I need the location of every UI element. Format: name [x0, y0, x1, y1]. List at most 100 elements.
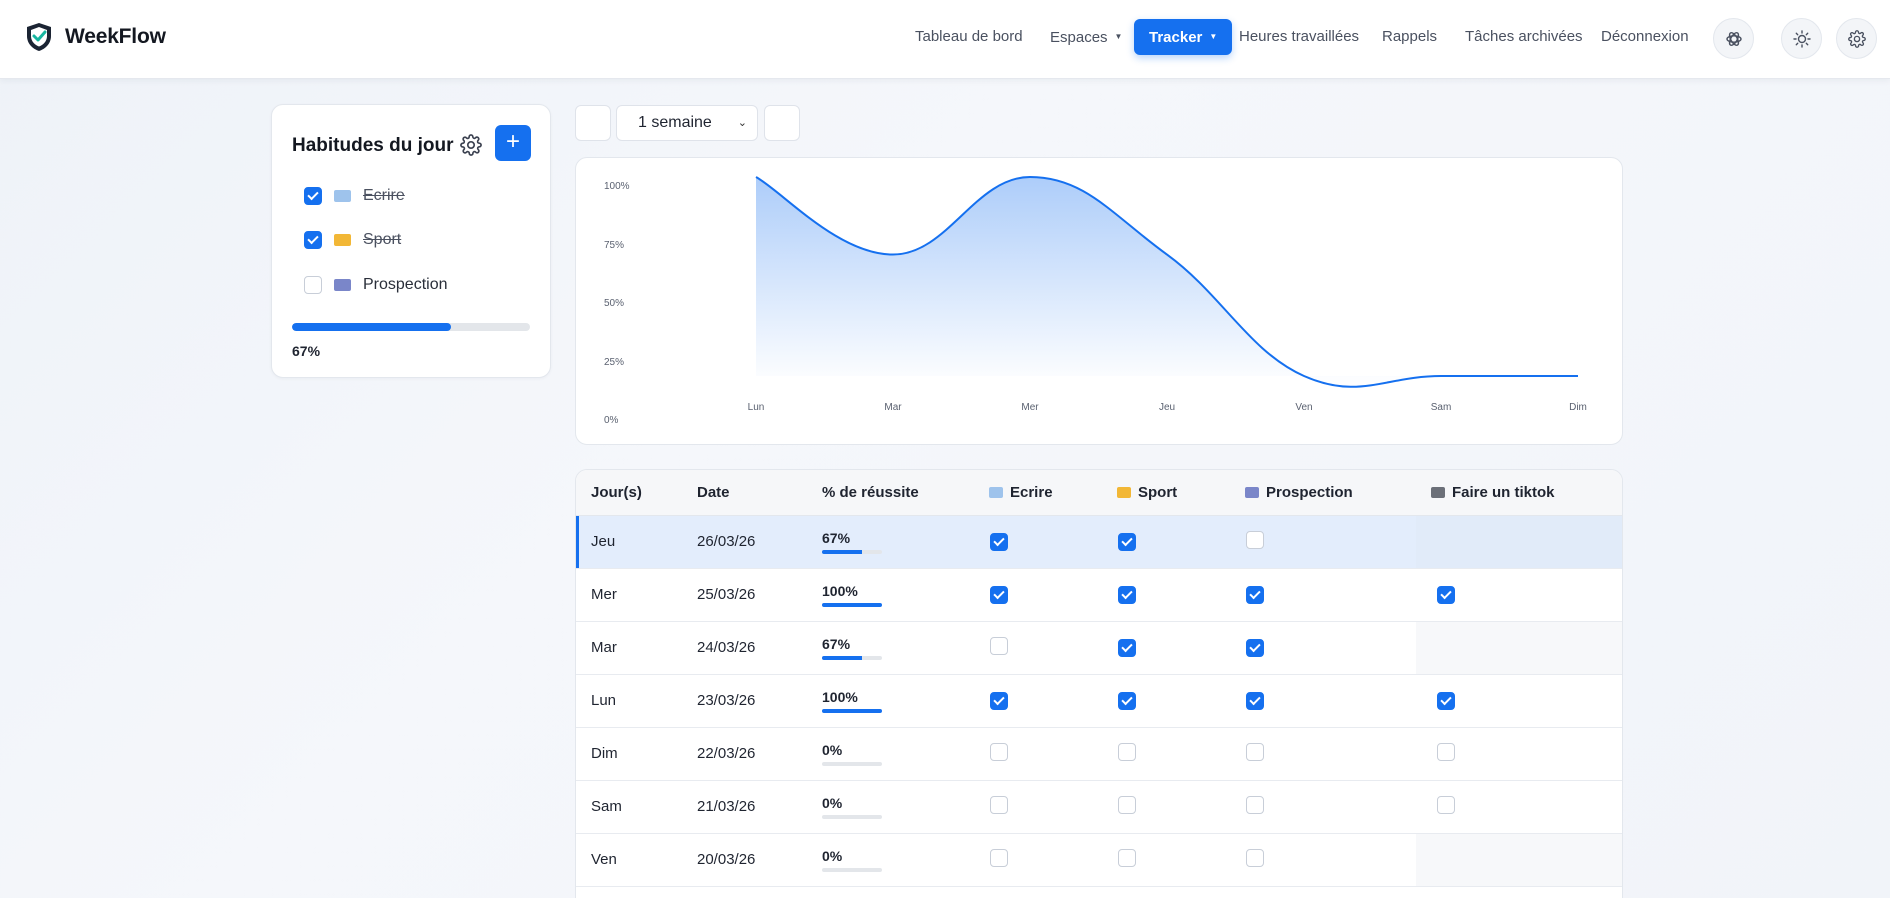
column-header[interactable]: Prospection [1230, 470, 1416, 516]
habit-check-cell [1230, 568, 1416, 622]
habit-check-checkbox[interactable] [990, 848, 1008, 867]
y-tick-label: 75% [604, 240, 624, 251]
previous-period-button[interactable] [575, 105, 611, 141]
habit-check-checkbox[interactable] [1246, 530, 1264, 549]
day-cell-text: Mer [591, 586, 617, 603]
habit-check-checkbox[interactable] [1246, 848, 1264, 867]
day-cell: Lun [576, 674, 682, 728]
column-header-label: Prospection [1266, 483, 1353, 501]
nav-item-label: Tracker [1149, 29, 1203, 46]
habit-check-checkbox[interactable] [1246, 795, 1264, 814]
habit-check-checkbox[interactable] [1118, 692, 1136, 710]
column-header[interactable]: Faire un tiktok [1416, 470, 1622, 516]
rate-text: 0% [822, 741, 843, 758]
habit-check-checkbox[interactable] [1246, 586, 1264, 604]
rate-cell: 67% [807, 621, 974, 675]
habit-check-checkbox[interactable] [990, 533, 1008, 551]
nav-item-espaces[interactable]: Espaces ▼ [1050, 19, 1122, 55]
column-header-content: Sport [1102, 484, 1230, 501]
rate-cell: 100% [807, 674, 974, 728]
habit-checkbox[interactable] [304, 231, 322, 249]
habits-settings-icon[interactable] [460, 134, 482, 156]
habit-check-checkbox[interactable] [990, 795, 1008, 814]
column-header[interactable]: Sport [1102, 470, 1230, 516]
table-row[interactable]: Dim 22/03/26 0% [576, 727, 1622, 781]
habit-check-cell [1102, 727, 1230, 781]
nav-item-rappels[interactable]: Rappels [1382, 19, 1437, 55]
habit-check-checkbox[interactable] [1437, 586, 1455, 604]
next-period-button[interactable] [764, 105, 800, 141]
rate-bar [822, 602, 882, 607]
date-cell: 21/03/26 [682, 780, 807, 834]
habit-check-checkbox[interactable] [1437, 795, 1455, 814]
habit-checkbox[interactable] [304, 187, 322, 205]
brand[interactable]: WeekFlow [25, 22, 166, 52]
column-header-label: Faire un tiktok [1452, 483, 1555, 501]
nav-item-tracker[interactable]: Tracker ▼ [1134, 19, 1233, 55]
habit-check-checkbox[interactable] [1118, 639, 1136, 657]
rate-bar [822, 708, 882, 713]
habit-check-wrap [1102, 638, 1230, 657]
habit-check-wrap [974, 795, 1102, 818]
habit-check-checkbox[interactable] [1437, 742, 1455, 761]
nav-item-t-ches-archiv-es[interactable]: Tâches archivées [1465, 19, 1583, 55]
habit-check-checkbox[interactable] [990, 692, 1008, 710]
theme-toggle-button[interactable] [1781, 18, 1822, 59]
column-header-label: Sport [1138, 483, 1178, 501]
table-row[interactable]: Jeu 26/03/26 67% [576, 515, 1622, 569]
habit-check-checkbox[interactable] [1118, 586, 1136, 604]
habit-check-checkbox[interactable] [1118, 795, 1136, 814]
habit-check-checkbox[interactable] [1246, 639, 1264, 657]
habit-item[interactable]: Sport [304, 231, 401, 249]
column-header[interactable]: Jour(s) [576, 470, 682, 516]
rate-content: 0% [807, 795, 974, 819]
chevron-down-icon: ⌄ [737, 117, 747, 129]
habit-item[interactable]: Ecrire [304, 187, 405, 205]
habit-check-cell [1102, 833, 1230, 887]
rate-bar [822, 549, 882, 554]
habit-check-cell [1416, 727, 1622, 781]
table-row[interactable]: Sam 21/03/26 0% [576, 780, 1622, 834]
habit-check-checkbox[interactable] [1246, 742, 1264, 761]
add-habit-button[interactable]: + [495, 125, 531, 161]
habit-check-cell [974, 568, 1102, 622]
habit-check-checkbox[interactable] [990, 586, 1008, 604]
column-header[interactable]: Date [682, 470, 807, 516]
nav-item-d-connexion[interactable]: Déconnexion [1601, 19, 1689, 55]
daily-progress-text: 67% [292, 343, 321, 359]
settings-button[interactable] [1836, 18, 1877, 59]
habit-check-checkbox[interactable] [1118, 848, 1136, 867]
habit-check-wrap [1102, 691, 1230, 710]
table-row[interactable]: Mar 24/03/26 67% [576, 621, 1622, 675]
table-row[interactable]: Mer 25/03/26 100% [576, 568, 1622, 622]
rate-bar-fill [822, 655, 863, 660]
habit-check-checkbox[interactable] [1118, 742, 1136, 761]
habit-check-checkbox[interactable] [1118, 533, 1136, 551]
table-row[interactable]: Ven 20/03/26 0% [576, 833, 1622, 887]
date-cell: 25/03/26 [682, 568, 807, 622]
table-row[interactable]: Lun 23/03/26 100% [576, 674, 1622, 728]
rate-text: 67% [822, 529, 851, 546]
habit-check-checkbox[interactable] [990, 742, 1008, 761]
rate-cell: 0% [807, 727, 974, 781]
habit-check-checkbox[interactable] [1246, 692, 1264, 710]
column-header[interactable]: Ecrire [974, 470, 1102, 516]
date-cell: 22/03/26 [682, 727, 807, 781]
column-header[interactable]: % de réussite [807, 470, 974, 516]
nav-item-heures-travaill-es[interactable]: Heures travaillées [1239, 19, 1359, 55]
habit-check-cell [1102, 515, 1230, 569]
habit-check-checkbox[interactable] [1437, 692, 1455, 710]
x-tick-label: Jeu [1159, 402, 1175, 413]
ai-button[interactable] [1713, 18, 1754, 59]
series-line [755, 175, 1578, 388]
habit-checkbox[interactable] [304, 276, 322, 294]
rate-bar [822, 655, 882, 660]
period-select[interactable]: 1 semaine ⌄ [616, 105, 758, 141]
book-icon [989, 486, 1003, 498]
habit-check-wrap [1230, 795, 1416, 818]
habit-check-checkbox[interactable] [990, 636, 1008, 655]
rate-content: 100% [807, 689, 974, 713]
habit-check-wrap [974, 636, 1102, 659]
nav-item-tableau-de-bord[interactable]: Tableau de bord [915, 19, 1023, 55]
habit-item[interactable]: Prospection [304, 276, 448, 294]
